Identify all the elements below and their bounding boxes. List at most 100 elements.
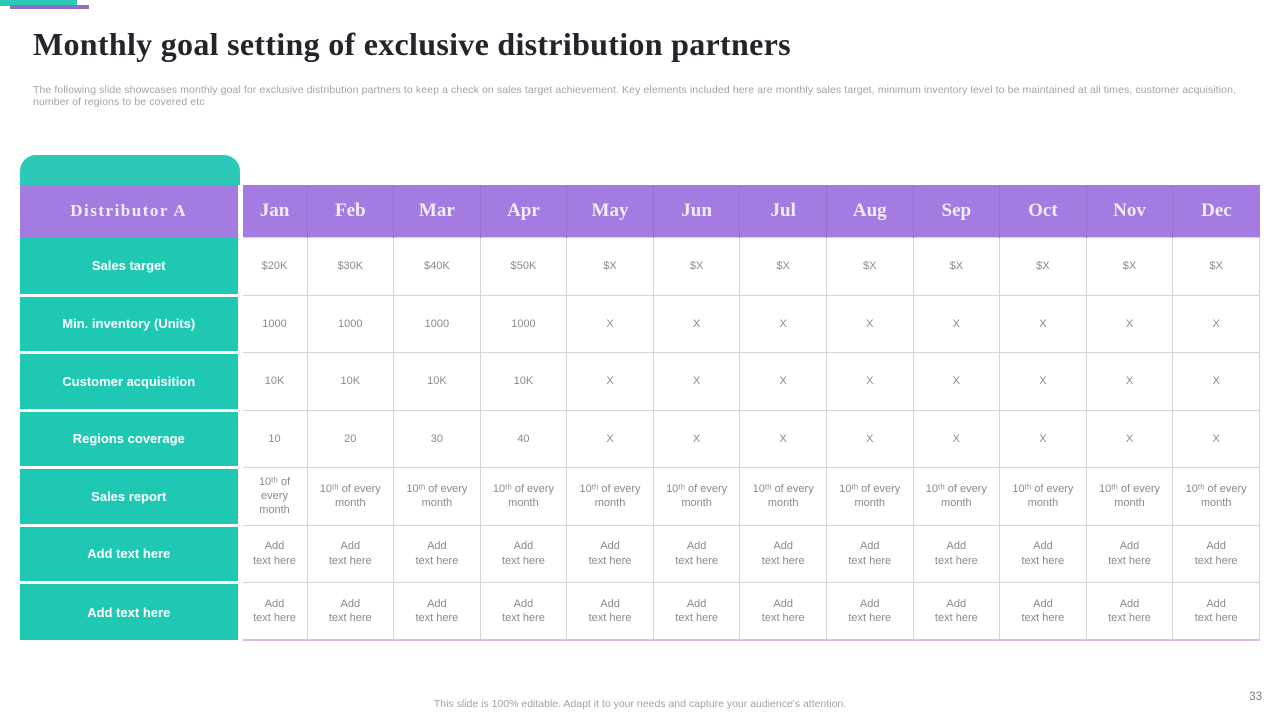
data-cell: $X (825, 237, 914, 296)
data-cell: 10ᵗʰ of every month (479, 467, 568, 526)
data-cell: $X (652, 237, 741, 296)
data-cell: Add text here (1085, 582, 1174, 641)
data-cell: $X (999, 237, 1087, 296)
data-cell: X (739, 409, 827, 468)
data-cell: X (1172, 294, 1260, 353)
data-cell: 10ᵗʰ of every month (825, 467, 914, 526)
data-cell: X (1172, 409, 1260, 468)
row-label-cell: Min. inventory (Units) (20, 295, 243, 354)
slide-number: 33 (1249, 691, 1262, 703)
month-header-cell: Feb (306, 185, 394, 238)
data-cell: 10ᵗʰ of every month (739, 467, 827, 526)
data-cell: X (999, 352, 1087, 411)
row-label-cell: Add text here (20, 525, 243, 584)
data-cell: Add text here (306, 582, 395, 641)
data-cell: 10ᵗʰ of every month (393, 467, 481, 526)
data-cell: X (1085, 409, 1174, 468)
data-cell: Add text here (825, 524, 914, 583)
data-cell: X (1085, 352, 1174, 411)
top-left-teal-bar (0, 0, 77, 6)
table-row: Sales target $20K $30K $40K $50K $X $X $X $X $X $X… (20, 237, 1260, 297)
data-cell: X (566, 352, 654, 411)
data-cell: 10ᵗʰ of every month (566, 467, 654, 526)
data-cell: $X (566, 237, 654, 296)
goal-table-wrapper: Distributor A Jan Feb Mar Apr May Jun Jul Aug Sep… (20, 185, 1260, 641)
data-cell: X (825, 409, 914, 468)
goal-table-head: Distributor A Jan Feb Mar Apr May Jun Jul Aug Sep… (20, 185, 1260, 238)
month-header-cell: Apr (479, 185, 567, 238)
data-cell: X (912, 352, 1001, 411)
header-row: Distributor A Jan Feb Mar Apr May Jun Jul Aug Sep… (20, 185, 1260, 238)
data-cell: Add text here (912, 582, 1001, 641)
data-cell: 1000 (393, 294, 481, 353)
data-cell: X (652, 352, 741, 411)
row-label-cell: Regions coverage (20, 410, 243, 469)
data-cell: 40 (479, 409, 568, 468)
data-cell: 20 (306, 409, 395, 468)
month-header-cell: Sep (912, 185, 1000, 238)
data-cell: 1000 (306, 294, 395, 353)
data-cell: 1000 (239, 294, 308, 353)
slide-description: The following slide showcases monthly go… (33, 84, 1237, 108)
distributor-tab-shape (20, 155, 240, 189)
data-cell: 10ᵗʰ of every month (239, 467, 308, 526)
data-cell: 10ᵗʰ of every month (1172, 467, 1260, 526)
data-cell: X (912, 294, 1001, 353)
data-cell: $30K (306, 237, 395, 296)
row-label-cell: Sales target (20, 237, 243, 297)
data-cell: Add text here (825, 582, 914, 641)
row-label-cell: Add text here (20, 582, 243, 640)
data-cell: $X (739, 237, 827, 296)
data-cell: X (999, 294, 1087, 353)
goal-table-body: Sales target $20K $30K $40K $50K $X $X $X $X $X $X… (20, 237, 1260, 641)
data-cell: Add text here (1172, 524, 1260, 583)
data-cell: 10ᵗʰ of every month (1085, 467, 1174, 526)
data-cell: 10K (306, 352, 395, 411)
distributor-header-cell: Distributor A (20, 185, 243, 238)
data-cell: Add text here (566, 582, 654, 641)
table-row: Min. inventory (Units) 1000 1000 1000 1000 X X… (20, 294, 1260, 354)
table-row: Add text here Add text here Add text here A… (20, 582, 1260, 641)
month-header-cell: Jun (652, 185, 740, 238)
data-cell: Add text here (306, 524, 395, 583)
month-header-cell: Dec (1172, 185, 1260, 238)
data-cell: $X (1085, 237, 1174, 296)
month-header-cell: Aug (825, 185, 914, 238)
data-cell: X (652, 409, 741, 468)
data-cell: X (912, 409, 1001, 468)
month-header-cell: Jul (739, 185, 827, 238)
data-cell: $X (912, 237, 1001, 296)
footer-note: This slide is 100% editable. Adapt it to… (433, 698, 847, 710)
data-cell: Add text here (239, 582, 308, 641)
data-cell: X (566, 294, 654, 353)
data-cell: 10ᵗʰ of every month (652, 467, 741, 526)
data-cell: Add text here (239, 524, 308, 583)
data-cell: X (1085, 294, 1174, 353)
month-header-cell: Oct (999, 185, 1087, 238)
data-cell: Add text here (1172, 582, 1260, 641)
data-cell: 10ᵗʰ of every month (912, 467, 1001, 526)
data-cell: X (739, 294, 827, 353)
data-cell: Add text here (479, 524, 568, 583)
month-header-cell: Jan (240, 185, 307, 238)
table-row: Sales report 10ᵗʰ of every month 10ᵗʰ of e… (20, 467, 1260, 527)
data-cell: X (825, 352, 914, 411)
table-row: Add text here Add text here Add text here A… (20, 524, 1260, 584)
data-cell: Add text here (1085, 524, 1174, 583)
data-cell: $X (1172, 237, 1260, 296)
month-header-cell: Nov (1085, 185, 1173, 238)
data-cell: X (739, 352, 827, 411)
data-cell: X (566, 409, 654, 468)
data-cell: 1000 (479, 294, 568, 353)
data-cell: X (999, 409, 1087, 468)
data-cell: Add text here (739, 582, 827, 641)
data-cell: Add text here (912, 524, 1001, 583)
data-cell: Add text here (566, 524, 654, 583)
data-cell: 10ᵗʰ of every month (306, 467, 395, 526)
data-cell: Add text here (652, 524, 741, 583)
table-row: Regions coverage 10 20 30 40 X X X X X X X X (20, 409, 1260, 469)
data-cell: Add text here (479, 582, 568, 641)
data-cell: Add text here (999, 582, 1087, 641)
data-cell: X (825, 294, 914, 353)
